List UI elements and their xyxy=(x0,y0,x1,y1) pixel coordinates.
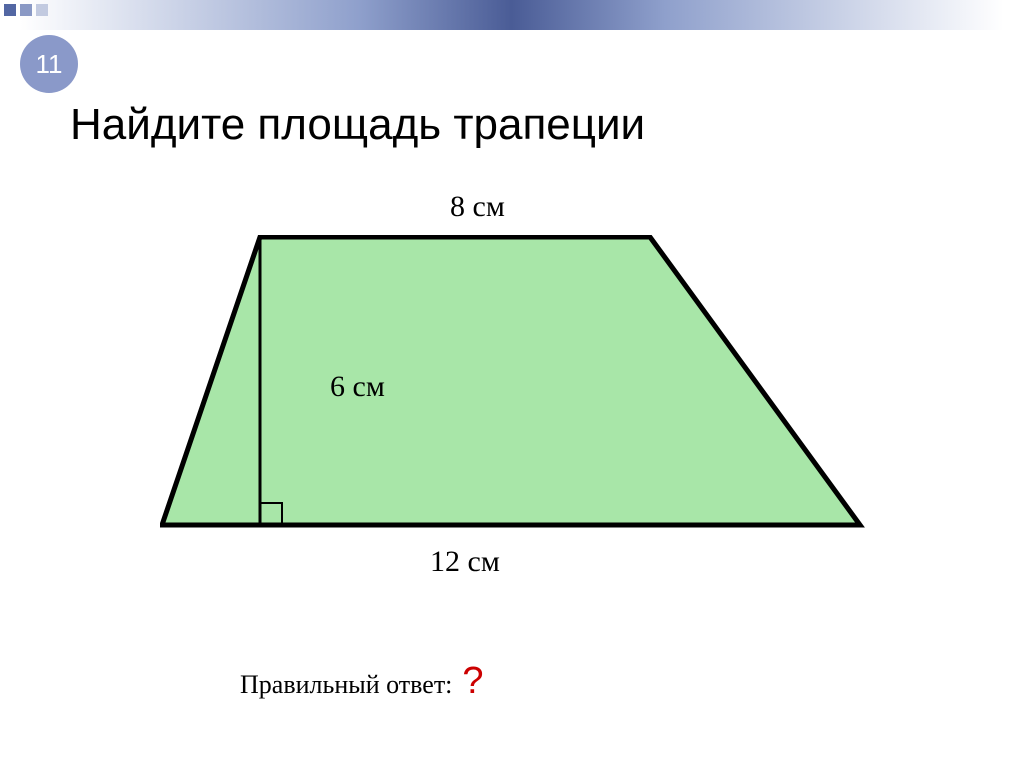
trapezoid-svg xyxy=(160,235,870,535)
trapezoid-shape xyxy=(162,237,860,525)
answer-label: Правильный ответ: xyxy=(240,670,452,700)
top-gradient-bar xyxy=(0,0,1024,30)
slide-number: 11 xyxy=(36,49,63,80)
height-label: 6 см xyxy=(330,370,385,404)
corner-square-1 xyxy=(4,4,16,16)
slide-number-badge: 11 xyxy=(20,35,78,93)
answer-section: Правильный ответ: ? xyxy=(240,660,484,703)
slide-title: Найдите площадь трапеции xyxy=(70,100,645,150)
answer-value: ? xyxy=(462,660,483,703)
corner-square-3 xyxy=(36,4,48,16)
corner-decoration xyxy=(4,4,48,16)
bottom-side-label: 12 см xyxy=(430,545,500,579)
corner-square-2 xyxy=(20,4,32,16)
top-side-label: 8 см xyxy=(450,190,505,224)
trapezoid-diagram: 8 см 6 см 12 см xyxy=(160,190,860,610)
